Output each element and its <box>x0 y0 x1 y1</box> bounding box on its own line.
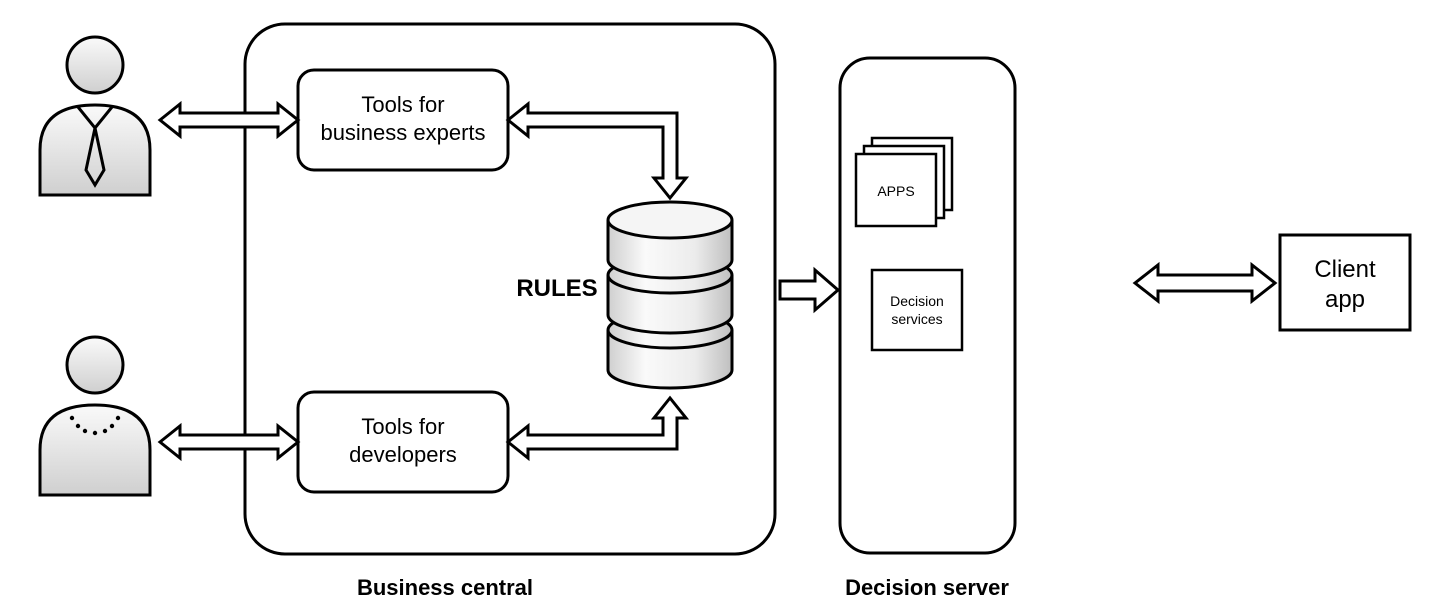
arrow-ds-client <box>1135 265 1275 301</box>
decision-server-caption: Decision server <box>845 575 1009 600</box>
decision-services-label-2: services <box>891 311 942 327</box>
business-central-caption: Business central <box>357 575 533 600</box>
tools-dev-label-2: developers <box>349 442 457 467</box>
person-developer-icon <box>40 337 150 495</box>
client-app-label-2: app <box>1325 286 1365 313</box>
apps-label: APPS <box>877 183 914 199</box>
arrow-person-dev-tools <box>160 426 298 458</box>
arrow-tools-dev-db <box>508 398 686 458</box>
tools-business-label-1: Tools for <box>361 92 444 117</box>
decision-services-label-1: Decision <box>890 293 944 309</box>
rules-label: RULES <box>516 275 597 302</box>
apps-stack-icon: APPS <box>856 138 952 226</box>
person-business-icon <box>40 37 150 195</box>
tools-dev-label-1: Tools for <box>361 414 444 439</box>
decision-services-box: Decision services <box>872 270 962 350</box>
client-app-label-1: Client <box>1314 256 1376 283</box>
arrow-bc-to-ds <box>780 270 838 310</box>
tools-business-label-2: business experts <box>320 120 485 145</box>
arrow-tools-business-db <box>508 104 686 198</box>
database-icon <box>608 202 732 388</box>
arrow-person-business-tools <box>160 104 298 136</box>
